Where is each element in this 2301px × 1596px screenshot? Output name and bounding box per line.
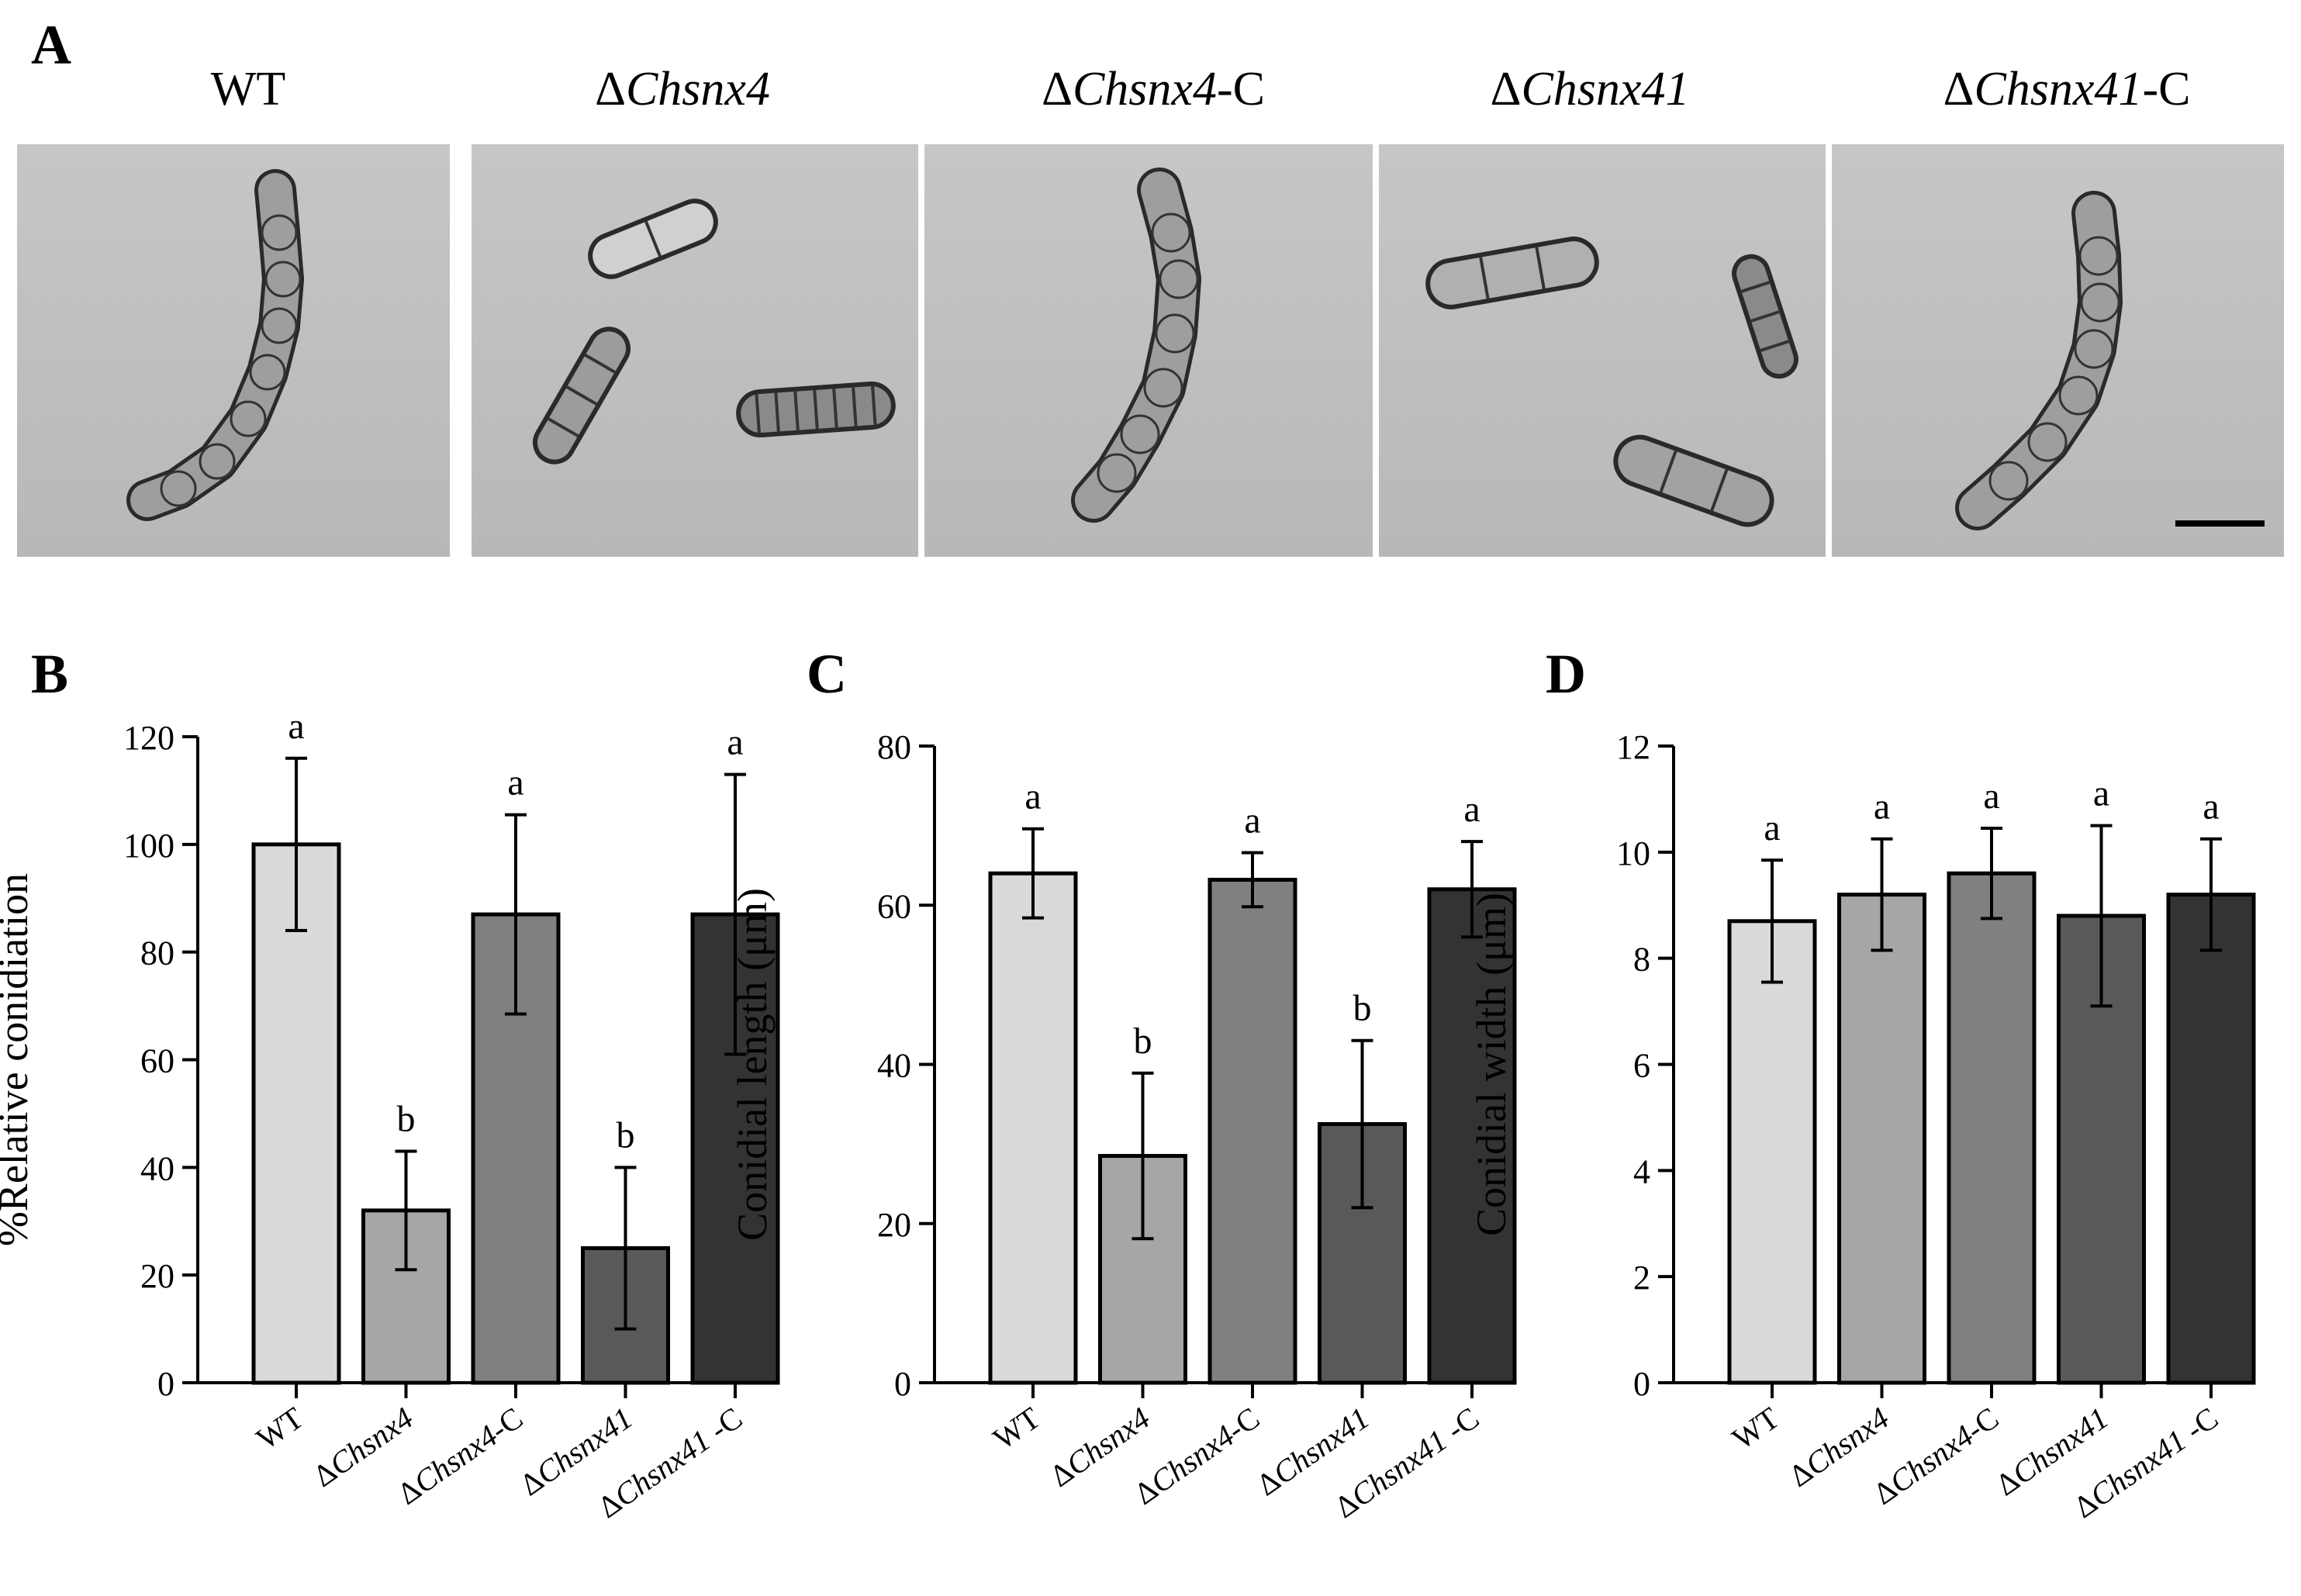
label-italic: Chsnx4 bbox=[1144, 1418, 1240, 1500]
y-tick-label: 120 bbox=[123, 719, 174, 757]
y-axis-label: %Relative conidiation bbox=[0, 873, 36, 1246]
y-tick-label: 8 bbox=[1633, 941, 1650, 979]
y-tick-label: 12 bbox=[1616, 728, 1650, 766]
label-italic: Chsnx41 bbox=[1521, 63, 1689, 116]
bar bbox=[2166, 893, 2256, 1385]
significance-letter: b bbox=[1134, 1021, 1152, 1062]
label-plain: -C bbox=[1217, 63, 1265, 116]
conidium bbox=[736, 381, 896, 438]
significance-letter: a bbox=[727, 722, 743, 763]
y-tick-label: 40 bbox=[140, 1149, 174, 1187]
conidium bbox=[126, 169, 304, 521]
panel-a-titles: WT ΔChsnx4 ΔChsnx4-C ΔChsnx41 ΔChsnx41-C bbox=[211, 63, 2191, 116]
y-tick-label: 40 bbox=[877, 1047, 911, 1085]
significance-letter: a bbox=[288, 706, 304, 747]
y-tick-label: 0 bbox=[157, 1365, 174, 1403]
label-italic: Chsnx4 bbox=[407, 1418, 503, 1500]
significance-letter: a bbox=[2203, 786, 2219, 827]
significance-letter: a bbox=[1874, 786, 1890, 827]
x-tick-label: WT bbox=[986, 1401, 1046, 1457]
label-prefix: Δ bbox=[595, 63, 626, 116]
y-tick-label: 2 bbox=[1633, 1259, 1650, 1297]
x-tick-label: ΔChsnx4-C bbox=[391, 1401, 529, 1511]
panel-a-title: ΔChsnx41-C bbox=[1943, 63, 2191, 116]
x-tick-label: WT bbox=[250, 1401, 309, 1457]
bar bbox=[251, 842, 341, 1385]
label-italic: Chsnx41 bbox=[1974, 63, 2142, 116]
label-prefix: Δ bbox=[1943, 63, 1975, 116]
significance-letter: b bbox=[617, 1114, 635, 1156]
significance-letter: a bbox=[2093, 773, 2109, 814]
label-plain: WT bbox=[250, 1401, 309, 1457]
significance-letter: b bbox=[397, 1099, 416, 1140]
significance-letter: a bbox=[1244, 800, 1260, 841]
x-tick-label: WT bbox=[1726, 1401, 1785, 1457]
label-italic: Chsnx4 bbox=[626, 63, 770, 116]
conidium bbox=[1425, 237, 1599, 309]
y-tick-label: 0 bbox=[1633, 1365, 1650, 1403]
conidium bbox=[1071, 168, 1201, 523]
significance-letter: b bbox=[1353, 988, 1372, 1029]
panel-a-title: ΔChsnx4-C bbox=[1042, 63, 1265, 116]
label-prefix: Δ bbox=[1491, 63, 1522, 116]
y-tick-label: 20 bbox=[140, 1257, 174, 1295]
label-plain: -C bbox=[2142, 63, 2190, 116]
conidium bbox=[1732, 254, 1798, 379]
significance-letter: a bbox=[1463, 789, 1480, 830]
y-tick-label: 100 bbox=[123, 827, 174, 865]
label-italic: Chsnx4 bbox=[1799, 1401, 1895, 1483]
panel-a-label: A bbox=[31, 14, 71, 76]
significance-letter: a bbox=[1764, 807, 1780, 848]
label-prefix: Δ bbox=[1042, 63, 1073, 116]
label-italic: Chsnx4 bbox=[1073, 63, 1217, 116]
y-tick-label: 6 bbox=[1633, 1047, 1650, 1085]
bar bbox=[1947, 871, 2037, 1385]
label-italic: Chsnx4 bbox=[1060, 1401, 1156, 1483]
panel-a-title: WT bbox=[211, 63, 285, 116]
y-tick-label: 60 bbox=[140, 1042, 174, 1080]
y-tick-label: 80 bbox=[877, 728, 911, 766]
bar bbox=[1727, 919, 1817, 1385]
x-tick-label: ΔChsnx4-C bbox=[1867, 1401, 2005, 1511]
panel-d-label: D bbox=[1546, 643, 1586, 705]
panel-b-label: B bbox=[31, 643, 68, 705]
panel-a-title: ΔChsnx41 bbox=[1491, 63, 1690, 116]
label-italic: Chsnx4 bbox=[1883, 1418, 1979, 1500]
micrograph-frame bbox=[17, 144, 450, 557]
micrograph-frame bbox=[1832, 144, 2284, 557]
conidium bbox=[533, 326, 631, 465]
panel-c-label: C bbox=[807, 643, 847, 705]
y-axis-label: Conidial length (μm) bbox=[729, 888, 776, 1241]
label-plain: WT bbox=[211, 63, 285, 116]
y-tick-label: 0 bbox=[894, 1365, 911, 1403]
chart-c: C 0 20 40 60 80 Conidial length (μm) a WT b ΔChsnx… bbox=[729, 643, 1517, 1525]
bar bbox=[1837, 893, 1926, 1385]
y-tick-label: 10 bbox=[1616, 834, 1650, 872]
significance-letter: a bbox=[507, 762, 523, 803]
y-tick-label: 80 bbox=[140, 934, 174, 972]
chart-d: D 0 2 4 6 8 10 12 Conidial width (μm) a WT a ΔChsnx4… bbox=[1468, 643, 2256, 1525]
label-plain: WT bbox=[986, 1401, 1046, 1457]
label-plain: WT bbox=[1726, 1401, 1785, 1457]
bar bbox=[1208, 877, 1297, 1385]
conidium bbox=[1955, 191, 2123, 530]
panel-a-title: ΔChsnx4 bbox=[595, 63, 770, 116]
significance-letter: a bbox=[1983, 776, 1999, 817]
chart-b: B 0 20 40 60 80 100 120 %Relative conidiation a WT… bbox=[0, 643, 780, 1525]
conidium bbox=[1613, 434, 1774, 527]
y-tick-label: 60 bbox=[877, 887, 911, 925]
x-tick-label: ΔChsnx4-C bbox=[1128, 1401, 1266, 1511]
bar bbox=[988, 871, 1078, 1385]
y-tick-label: 20 bbox=[877, 1206, 911, 1244]
significance-letter: a bbox=[1024, 776, 1041, 817]
y-axis-label: Conidial width (μm) bbox=[1468, 893, 1515, 1236]
micrographs bbox=[17, 144, 2284, 557]
y-tick-label: 4 bbox=[1633, 1152, 1650, 1190]
label-italic: Chsnx4 bbox=[323, 1401, 420, 1483]
